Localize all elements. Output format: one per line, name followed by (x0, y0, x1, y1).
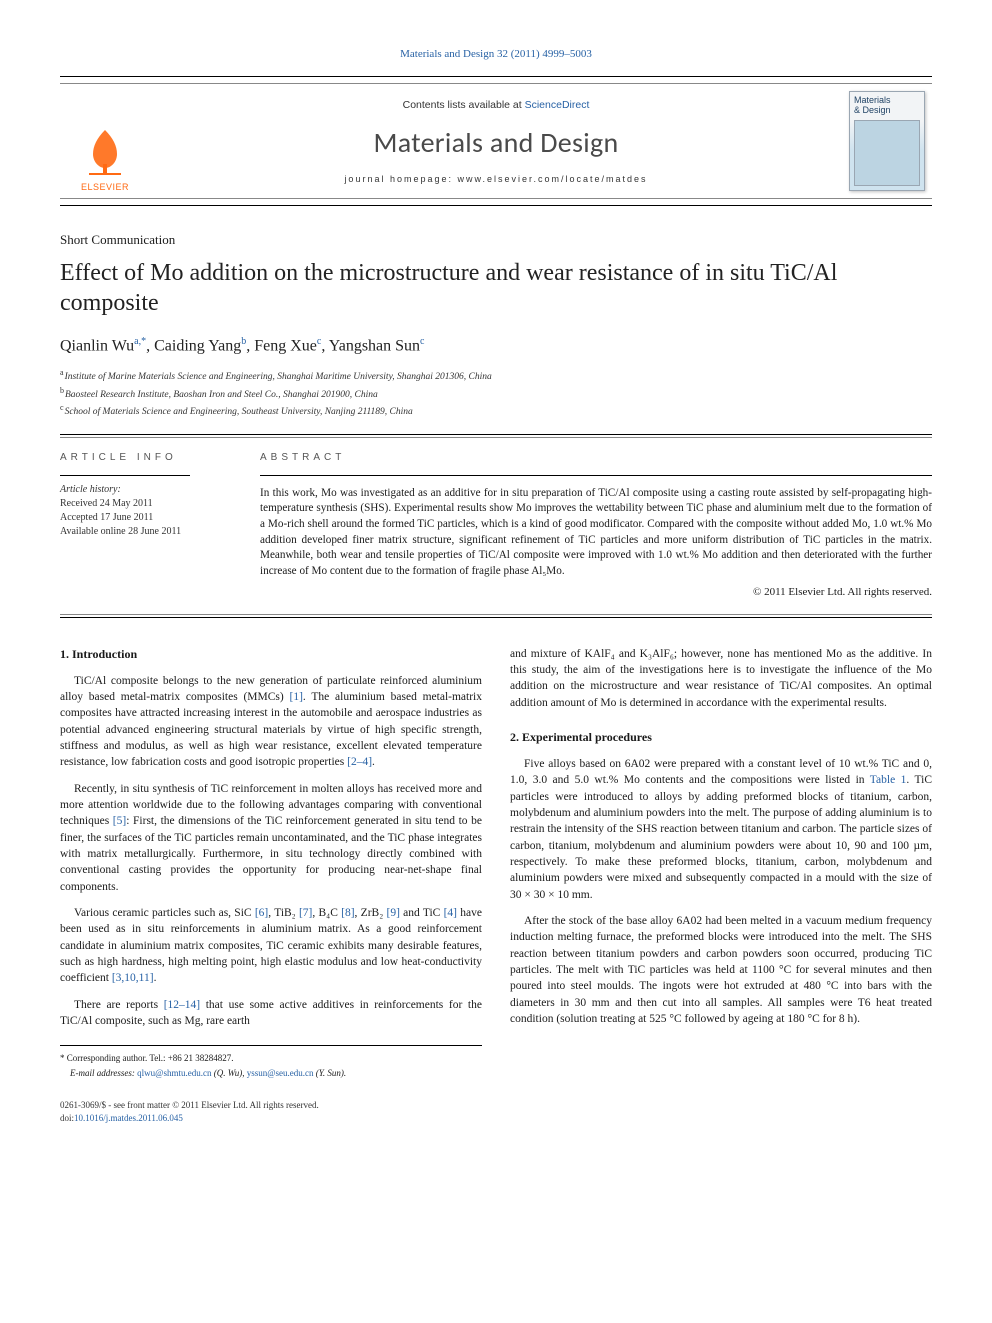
emails-line: E-mail addresses: qlwu@shmtu.edu.cn (Q. … (60, 1067, 482, 1080)
table-ref-link[interactable]: Table 1 (870, 774, 907, 786)
body-right-column: and mixture of KAlF₄ and K₃AlF₆; however… (510, 646, 932, 1080)
body-paragraph: TiC/Al composite belongs to the new gene… (60, 673, 482, 771)
doi-link[interactable]: 10.1016/j.matdes.2011.06.045 (74, 1113, 183, 1123)
email-link[interactable]: qlwu@shmtu.edu.cn (137, 1068, 211, 1078)
abstract-rule-thick (60, 617, 932, 618)
article-title: Effect of Mo addition on the microstruct… (60, 258, 932, 318)
cover-image-placeholder (854, 120, 920, 186)
citation-link[interactable]: [4] (444, 907, 457, 919)
body-text: , TiB₂ (268, 907, 299, 919)
history-received: Received 24 May 2011 (60, 497, 236, 511)
affiliation-line: bBaosteel Research Institute, Baoshan Ir… (60, 385, 932, 402)
body-text: Five alloys based on 6A02 were prepared … (510, 758, 932, 786)
citation-link[interactable]: [12–14] (164, 999, 200, 1011)
citation-link[interactable]: [9] (386, 907, 399, 919)
email-who: (Y. Sun). (313, 1068, 346, 1078)
journal-header: ELSEVIER Contents lists available at Sci… (60, 76, 932, 206)
journal-cover-cell: Materials & Design (842, 84, 932, 198)
footer-meta: 0261-3069/$ - see front matter © 2011 El… (60, 1099, 932, 1124)
info-divider (60, 475, 190, 476)
elsevier-tree-icon (77, 124, 133, 180)
history-online: Available online 28 June 2011 (60, 525, 236, 539)
aff-sup: a (60, 368, 64, 377)
section-heading-introduction: 1. Introduction (60, 646, 482, 663)
history-label: Article history: (60, 484, 236, 495)
affiliation-line: aInstitute of Marine Materials Science a… (60, 367, 932, 384)
aff-sup: c (60, 403, 64, 412)
abstract-heading: ABSTRACT (260, 452, 932, 463)
doi-prefix: doi: (60, 1113, 74, 1123)
body-paragraph: Five alloys based on 6A02 were prepared … (510, 756, 932, 903)
body-left-column: 1. Introduction TiC/Al composite belongs… (60, 646, 482, 1080)
aff-text: Institute of Marine Materials Science an… (65, 372, 492, 382)
citation-link[interactable]: [1] (290, 691, 303, 703)
body-two-column: 1. Introduction TiC/Al composite belongs… (60, 646, 932, 1080)
author-name: Feng Xue (254, 337, 317, 354)
abstract-copyright: © 2011 Elsevier Ltd. All rights reserved… (260, 586, 932, 598)
affiliations-block: aInstitute of Marine Materials Science a… (60, 367, 932, 419)
contents-prefix: Contents lists available at (403, 99, 525, 111)
article-type-label: Short Communication (60, 232, 932, 248)
homepage-prefix: journal homepage: (344, 174, 457, 184)
abstract-divider (260, 475, 932, 476)
body-paragraph: Various ceramic particles such as, SiC [… (60, 905, 482, 987)
citation-link[interactable]: [8] (341, 907, 354, 919)
issn-copyright-line: 0261-3069/$ - see front matter © 2011 El… (60, 1099, 932, 1112)
citation-link[interactable]: [3,10,11] (112, 972, 154, 984)
author-corr-ref: * (141, 336, 146, 347)
body-text: , ZrB₂ (355, 907, 387, 919)
corresponding-author-note: * Corresponding author. Tel.: +86 21 382… (60, 1052, 482, 1065)
cover-title-line2: & Design (854, 106, 920, 116)
info-abstract-block: ARTICLE INFO Article history: Received 2… (60, 434, 932, 598)
section-heading-experimental: 2. Experimental procedures (510, 729, 932, 746)
citation-link[interactable]: [2–4] (347, 756, 372, 768)
body-paragraph: and mixture of KAlF₄ and K₃AlF₆; however… (510, 646, 932, 711)
contents-available-line: Contents lists available at ScienceDirec… (403, 99, 590, 111)
history-accepted: Accepted 17 June 2011 (60, 511, 236, 525)
author-name: Caiding Yang (154, 337, 241, 354)
body-text: Various ceramic particles such as, SiC (74, 907, 255, 919)
sciencedirect-link[interactable]: ScienceDirect (525, 99, 590, 111)
citation-link[interactable]: [5] (113, 815, 126, 827)
authors-line: Qianlin Wua,*, Caiding Yangb, Feng Xuec,… (60, 336, 932, 355)
article-info-heading: ARTICLE INFO (60, 452, 236, 463)
journal-title: Materials and Design (374, 125, 619, 160)
aff-sup: b (60, 386, 64, 395)
citation-link[interactable]: [6] (255, 907, 268, 919)
citation-link[interactable]: [7] (299, 907, 312, 919)
author-name: Yangshan Sun (329, 337, 420, 354)
email-who: (Q. Wu), (211, 1068, 246, 1078)
affiliation-line: cSchool of Materials Science and Enginee… (60, 402, 932, 419)
body-paragraph: There are reports [12–14] that use some … (60, 997, 482, 1030)
aff-text: Baosteel Research Institute, Baoshan Iro… (65, 390, 378, 400)
body-paragraph: After the stock of the base alloy 6A02 h… (510, 913, 932, 1027)
aff-text: School of Materials Science and Engineer… (65, 407, 413, 417)
author-name: Qianlin Wu (60, 337, 134, 354)
publisher-logo-cell: ELSEVIER (60, 84, 150, 198)
abstract-rule-thin (60, 614, 932, 615)
body-text: and TiC (400, 907, 444, 919)
email-link[interactable]: yssun@seu.edu.cn (247, 1068, 314, 1078)
emails-label: E-mail addresses: (70, 1068, 135, 1078)
author-aff-ref: c (420, 336, 424, 347)
author-aff-ref: c (317, 336, 321, 347)
author-aff-ref: b (241, 336, 246, 347)
body-text: , B₄C (312, 907, 341, 919)
homepage-url[interactable]: www.elsevier.com/locate/matdes (458, 174, 648, 184)
body-text: There are reports (74, 999, 164, 1011)
body-text: . TiC particles were introduced to alloy… (510, 774, 932, 900)
journal-reference-link[interactable]: Materials and Design 32 (2011) 4999–5003 (400, 48, 592, 60)
footnotes-block: * Corresponding author. Tel.: +86 21 382… (60, 1045, 482, 1079)
body-text: . (372, 756, 375, 768)
doi-line: doi:10.1016/j.matdes.2011.06.045 (60, 1112, 932, 1125)
abstract-text: In this work, Mo was investigated as an … (260, 486, 932, 580)
journal-cover-thumbnail: Materials & Design (849, 91, 925, 191)
journal-homepage-line: journal homepage: www.elsevier.com/locat… (344, 174, 647, 184)
journal-reference: Materials and Design 32 (2011) 4999–5003 (60, 48, 932, 60)
body-text: . (154, 972, 157, 984)
publisher-name: ELSEVIER (81, 182, 129, 192)
body-paragraph: Recently, in situ synthesis of TiC reinf… (60, 781, 482, 895)
